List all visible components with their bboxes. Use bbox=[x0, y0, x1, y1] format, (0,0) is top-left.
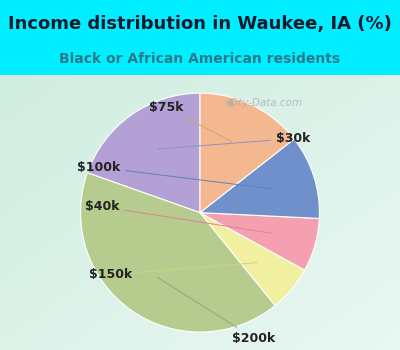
Text: $150k: $150k bbox=[89, 262, 257, 281]
Text: Black or African American residents: Black or African American residents bbox=[60, 52, 340, 66]
Wedge shape bbox=[200, 212, 305, 306]
Text: City-Data.com: City-Data.com bbox=[229, 98, 303, 108]
Wedge shape bbox=[80, 173, 275, 332]
Text: Income distribution in Waukee, IA (%): Income distribution in Waukee, IA (%) bbox=[8, 15, 392, 33]
Text: $30k: $30k bbox=[158, 132, 310, 149]
Text: $40k: $40k bbox=[85, 200, 272, 233]
Wedge shape bbox=[200, 93, 294, 212]
Wedge shape bbox=[200, 212, 319, 270]
Text: $75k: $75k bbox=[149, 101, 232, 141]
Wedge shape bbox=[200, 139, 320, 218]
Wedge shape bbox=[87, 93, 200, 212]
Text: $200k: $200k bbox=[158, 278, 275, 344]
Text: $100k: $100k bbox=[77, 161, 271, 189]
Text: ●: ● bbox=[226, 98, 234, 108]
